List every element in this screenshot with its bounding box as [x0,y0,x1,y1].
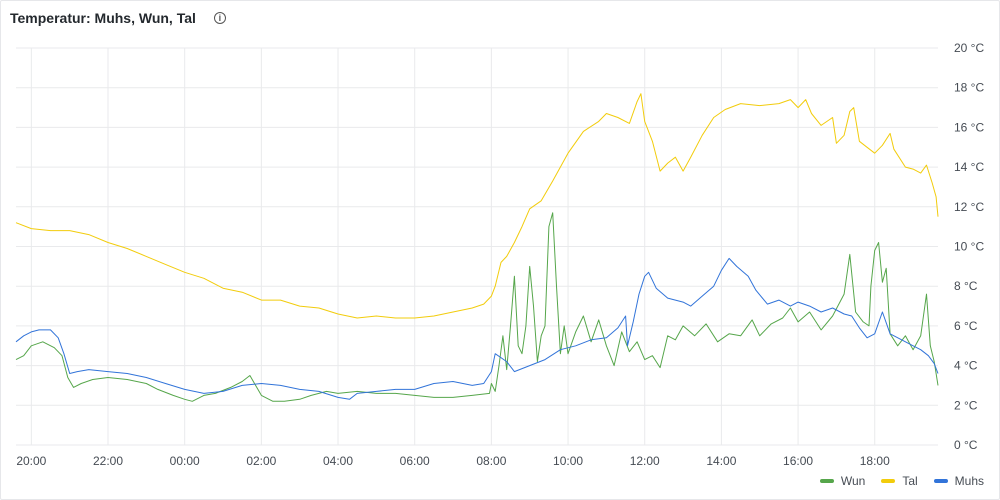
y-tick-label: 10 °C [954,240,984,254]
info-circle-icon[interactable]: i [213,12,226,24]
series-line-muhs[interactable] [15,257,939,400]
x-tick-label: 14:00 [706,454,736,468]
legend-swatch [881,479,896,483]
y-tick-label: 18 °C [954,81,984,95]
x-tick-label: 22:00 [93,454,123,468]
legend-swatch [933,479,948,483]
y-axis: 0 °C 2 °C 4 °C 6 °C 8 °C 10 °C 12 °C 14 °C 16 °C… [954,41,984,452]
y-tick-label: 20 °C [954,41,984,55]
x-tick-label: 04:00 [323,454,353,468]
x-axis: 20:00 22:00 00:00 02:00 04:00 06:00 08:00 10:00… [16,454,890,468]
chart-series [15,93,939,402]
legend-item-wun[interactable]: Wun [819,474,866,488]
x-tick-label: 12:00 [630,454,660,468]
x-tick-label: 10:00 [553,454,583,468]
x-tick-label: 00:00 [170,454,200,468]
y-tick-label: 6 °C [954,319,978,333]
chart-grid [16,47,938,446]
y-tick-label: 2 °C [954,398,978,412]
series-line-tal[interactable] [15,93,939,319]
x-tick-label: 06:00 [400,454,430,468]
legend-label: Wun [840,474,866,488]
y-tick-label: 16 °C [954,120,984,134]
panel-title[interactable]: Temperatur: Muhs, Wun, Tal [10,10,196,26]
legend-label: Muhs [954,474,984,488]
x-tick-label: 02:00 [246,454,276,468]
y-tick-label: 0 °C [954,438,978,452]
y-tick-label: 8 °C [954,279,978,293]
legend-swatch [819,479,834,483]
y-tick-label: 14 °C [954,160,984,174]
x-tick-label: 16:00 [783,454,813,468]
x-tick-label: 08:00 [476,454,506,468]
legend-item-tal[interactable]: Tal [881,474,918,488]
chart-legend: Wun Tal Muhs [819,472,984,490]
legend-label: Tal [902,474,918,488]
panel-header: Temperatur: Muhs, Wun, Tal i [10,8,226,28]
y-tick-label: 12 °C [954,200,984,214]
series-line-wun[interactable] [15,212,939,402]
x-tick-label: 20:00 [16,454,46,468]
y-tick-label: 4 °C [954,359,978,373]
legend-item-muhs[interactable]: Muhs [933,474,984,488]
x-tick-label: 18:00 [860,454,890,468]
line-chart: 0 °C 2 °C 4 °C 6 °C 8 °C 10 °C 12 °C 14 °C 16 °C… [15,41,984,468]
